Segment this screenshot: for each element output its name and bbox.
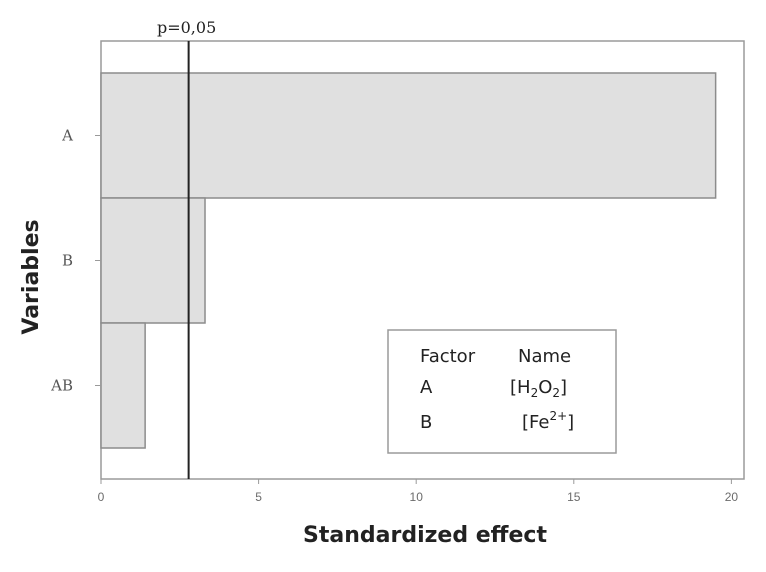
x-tick-label-10: 10	[410, 490, 424, 504]
legend-header-factor: Factor	[420, 346, 476, 367]
x-tick-label-0: 0	[98, 490, 105, 504]
y-axis-title: Variables	[19, 219, 44, 334]
legend-row-b-factor: B	[420, 412, 432, 433]
x-tick-label-15: 15	[567, 490, 581, 504]
legend: Factor Name A [H2O2] B [Fe2+]	[387, 329, 617, 454]
legend-box	[387, 329, 617, 454]
x-axis-ticks: 0 5 10 15 20	[98, 479, 739, 504]
bar-a	[100, 72, 717, 199]
x-axis-title: Standardized effect	[303, 523, 547, 548]
category-label-a: A	[61, 127, 73, 145]
bar-ab	[100, 322, 146, 449]
significance-label: p=0,05	[157, 18, 216, 37]
legend-header-name: Name	[518, 346, 571, 367]
legend-row-a-name: [H2O2]	[510, 377, 567, 400]
category-label-b: B	[62, 252, 73, 270]
legend-row-a-factor: A	[420, 377, 433, 398]
x-tick-label-20: 20	[725, 490, 739, 504]
legend-row-b-name: [Fe2+]	[522, 409, 574, 433]
category-label-ab: AB	[50, 377, 73, 395]
x-tick-label-5: 5	[255, 490, 262, 504]
